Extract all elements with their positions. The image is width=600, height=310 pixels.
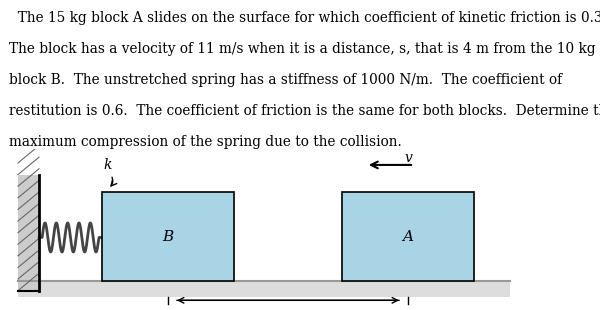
Text: A: A — [403, 230, 413, 244]
Text: The 15 kg block A slides on the surface for which coefficient of kinetic frictio: The 15 kg block A slides on the surface … — [9, 11, 600, 25]
Text: B: B — [163, 230, 173, 244]
Text: The block has a velocity of 11 m/s when it is a distance, s, that is 4 m from th: The block has a velocity of 11 m/s when … — [9, 42, 596, 56]
Bar — [18, 175, 39, 291]
Text: restitution is 0.6.  The coefficient of friction is the same for both blocks.  D: restitution is 0.6. The coefficient of f… — [9, 104, 600, 118]
Text: s: s — [284, 308, 292, 310]
Text: maximum compression of the spring due to the collision.: maximum compression of the spring due to… — [9, 135, 402, 149]
Text: v: v — [404, 152, 412, 166]
Text: block B.  The unstretched spring has a stiffness of 1000 N/m.  The coefficient o: block B. The unstretched spring has a st… — [9, 73, 562, 87]
Bar — [342, 192, 474, 281]
Bar — [18, 281, 510, 297]
Text: k: k — [104, 158, 112, 172]
Bar — [102, 192, 234, 281]
